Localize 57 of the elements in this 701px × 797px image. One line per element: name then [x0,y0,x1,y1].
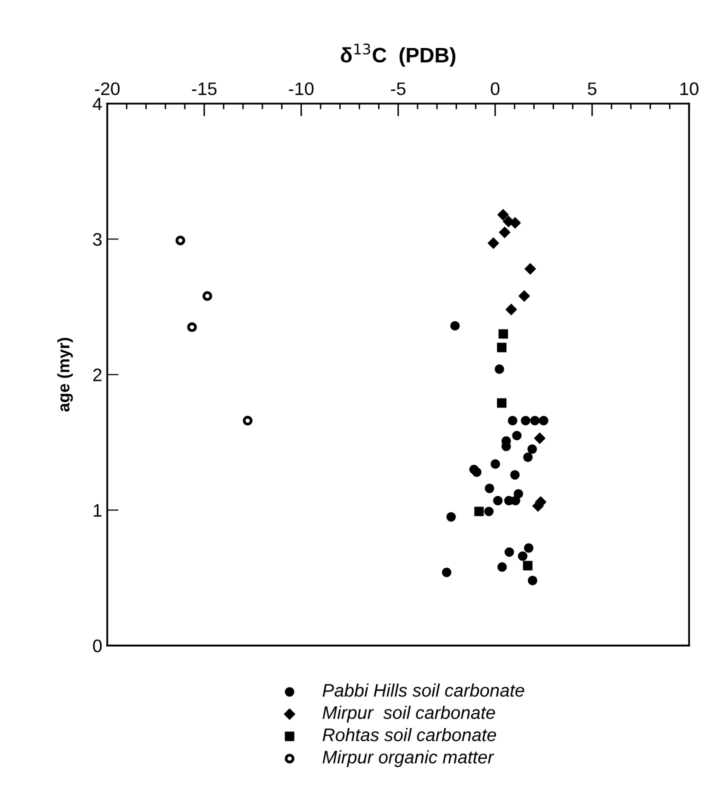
y-tick-label: 4 [92,98,102,110]
point [524,263,536,275]
point [527,444,537,454]
x-tick-label: 0 [490,82,500,96]
point [510,470,520,480]
y-tick-label: 0 [93,640,102,652]
x-tick-label: -15 [192,82,217,96]
point [202,291,212,301]
x-tick-label: 10 [680,82,698,96]
point [504,547,514,557]
point [520,416,530,426]
y-tick-label: 1 [94,504,102,517]
point [484,484,494,494]
point [450,321,460,331]
point [498,226,510,238]
point [506,304,517,316]
point [494,364,504,374]
point [490,459,500,469]
legend-label: Mirpur organic matter [322,750,494,768]
point [176,236,186,246]
x-tick-label: 5 [588,82,596,96]
point [187,322,197,332]
legend-label: Mirpur soil carbonate [322,706,496,723]
point [522,560,532,570]
point [523,452,533,462]
point [474,506,484,516]
x-tick-label: -10 [288,82,314,96]
point [524,543,534,553]
point [242,416,253,426]
y-tick-label: 3 [93,233,102,246]
point [446,512,456,522]
point [534,432,546,444]
point [508,416,518,426]
point [538,416,548,426]
y-axis-title: age (myr) [57,338,73,412]
point [497,208,509,220]
x-tick-label: -5 [390,82,406,96]
point [488,237,500,249]
point [497,562,507,572]
point [493,496,503,506]
point [498,329,508,339]
x-tick-label: -20 [95,82,120,96]
point [504,496,514,506]
point [496,398,506,408]
point [530,416,540,426]
point [512,430,522,440]
x-axis-title: δ$^{13}$C (PDB) [340,44,456,67]
point [518,290,530,302]
point [484,506,494,516]
point [496,342,506,352]
legend-label: Pabbi Hills soil carbonate [322,684,524,697]
point [518,551,528,561]
legend-label: Rohtas soil carbonate [322,728,496,742]
point [472,467,482,477]
y-tick-label: 2 [93,368,102,382]
point [528,576,538,586]
point [442,568,452,578]
